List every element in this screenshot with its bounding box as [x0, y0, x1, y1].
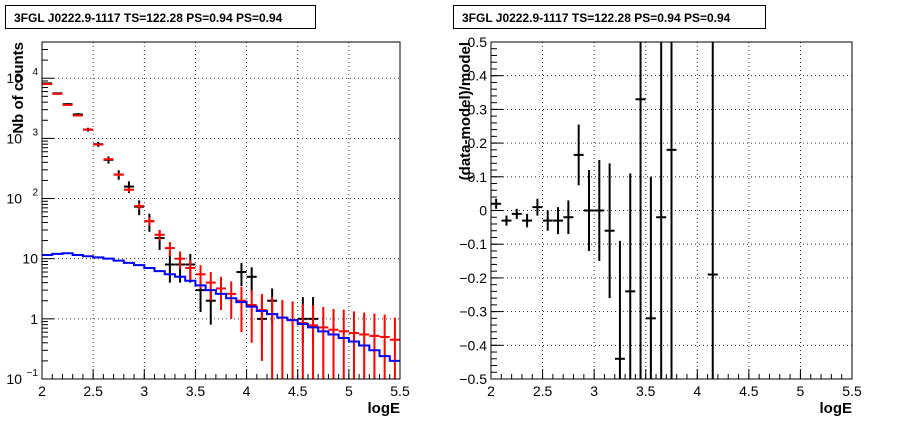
residuals-y-tick-label: −0.5 — [459, 371, 487, 387]
counts-y-tick-label: 1 — [30, 311, 38, 327]
residuals-y-axis-label: (data-model)/model — [457, 42, 474, 180]
counts-y-axis-label: Nb of counts — [10, 42, 27, 134]
left-chart-title: 3FGL J0222.9-1117 TS=122.28 PS=0.94 PS=0… — [5, 5, 316, 29]
counts-x-tick-label: 4.5 — [288, 383, 308, 399]
counts-y-tick-exponent: −1 — [27, 368, 39, 379]
counts-y-tick-exponent: 3 — [32, 127, 38, 138]
counts-frame — [41, 41, 401, 380]
residuals-y-tick-label: −0.1 — [459, 236, 487, 252]
counts-x-tick-label: 2 — [38, 383, 46, 399]
residuals-x-tick-label: 4 — [693, 383, 701, 399]
residuals-x-tick-label: 2.5 — [533, 383, 553, 399]
residuals-x-tick-label: 3.5 — [636, 383, 656, 399]
counts-y-tick-label: 10 — [6, 191, 22, 207]
counts-y-tick-label: 10 — [6, 70, 22, 86]
counts-plot-area — [42, 42, 400, 379]
counts-x-axis-label: logE — [368, 400, 401, 417]
right-chart-title: 3FGL J0222.9-1117 TS=122.28 PS=0.94 PS=0… — [453, 5, 766, 29]
residuals-y-tick-label: 0.1 — [468, 169, 488, 185]
residuals-y-tick-label: 0 — [479, 203, 487, 219]
counts-plot: 2 2.5 3 3.5 4 4.5 5 5.5 10 −1 1 10 10 2 10 3 10 4 logE Nb o… — [6, 41, 410, 417]
residuals-x-tick-label: 5.5 — [842, 383, 862, 399]
residuals-y-tick-label: −0.4 — [459, 337, 487, 353]
counts-y-tick-label: 10 — [22, 251, 38, 267]
counts-x-tick-label: 4 — [243, 383, 251, 399]
residuals-y-tick-label: 0.4 — [468, 68, 488, 84]
residuals-x-axis-label: logE — [820, 400, 853, 417]
residuals-plot: 2 2.5 3 3.5 4 4.5 5 5.5 −0.5 −0.4 −0.3 −0.2 −0.1 0 0.1… — [457, 34, 862, 417]
residuals-x-tick-label: 2 — [487, 383, 495, 399]
counts-y-tick-label: 10 — [6, 130, 22, 146]
residuals-y-tick-label: 0.3 — [468, 101, 488, 117]
counts-x-tick-label: 5 — [345, 383, 353, 399]
residuals-frame — [490, 41, 853, 380]
counts-y-tick-exponent: 2 — [32, 188, 38, 199]
counts-x-tick-label: 2.5 — [83, 383, 103, 399]
residuals-x-tick-label: 4.5 — [739, 383, 759, 399]
counts-y-tick-label: 10 — [6, 371, 22, 387]
residuals-y-tick-label: −0.3 — [459, 304, 487, 320]
residuals-y-tick-label: 0.2 — [468, 135, 488, 151]
counts-model-step-line — [42, 252, 400, 362]
counts-x-tick-label: 5.5 — [390, 383, 410, 399]
residuals-x-tick-label: 5 — [797, 383, 805, 399]
residuals-y-tick-label: −0.2 — [459, 270, 487, 286]
counts-x-tick-label: 3.5 — [186, 383, 206, 399]
residuals-x-tick-label: 3 — [590, 383, 598, 399]
residuals-y-tick-label: 0.5 — [468, 34, 488, 50]
counts-x-tick-label: 3 — [140, 383, 148, 399]
counts-y-tick-exponent: 4 — [32, 67, 38, 78]
